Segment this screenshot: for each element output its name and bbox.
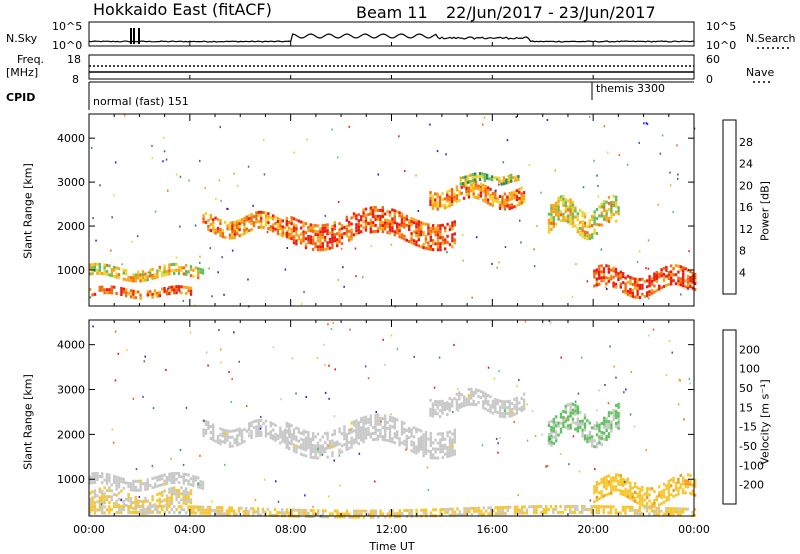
power-echo-region-5 xyxy=(459,172,520,186)
velocity-heatmap xyxy=(88,320,697,519)
xtick-label-4: 16:00 xyxy=(476,523,508,536)
nave-tick-top: 60 xyxy=(706,53,720,66)
power-heatmap xyxy=(88,114,697,308)
velocity-colorbar-frame xyxy=(722,329,737,505)
velocity-colorbar-tick-0: 200 xyxy=(739,343,760,356)
xtick-label-5: 20:00 xyxy=(577,523,609,536)
nave-tick-bottom: 0 xyxy=(706,73,713,86)
power-colorbar-tick-6: 4 xyxy=(739,266,746,279)
power-echo-region-1 xyxy=(89,262,205,283)
power-colorbar-tick-4: 12 xyxy=(739,223,753,236)
velocity-ytick-label-1000: 1000 xyxy=(57,473,85,486)
power-frame xyxy=(88,113,695,307)
power-echo-region-3 xyxy=(285,205,456,252)
power-echo-region-0 xyxy=(89,285,193,300)
velocity-ytick-label-4000: 4000 xyxy=(57,339,85,352)
velocity-colorbar-tick-6: -100 xyxy=(739,459,764,472)
velocity-echo-region-0 xyxy=(89,486,193,516)
power-ytick-label-1000: 1000 xyxy=(57,264,85,277)
freq-unit: [MHz] xyxy=(6,66,39,79)
velocity-colorbar-tick-1: 100 xyxy=(739,363,760,376)
power-echo-region-7 xyxy=(593,264,697,299)
power-colorbar-tick-5: 8 xyxy=(739,245,746,258)
nsearch-label: N.Search xyxy=(746,32,796,45)
x-axis-label: Time UT xyxy=(369,540,415,553)
radar-title: Hokkaido East (fitACF) xyxy=(93,0,272,19)
cpid-label: CPID xyxy=(6,91,36,104)
date-range: 22/Jun/2017 - 23/Jun/2017 xyxy=(446,3,656,22)
power-echo-region-4 xyxy=(429,180,526,211)
velocity-colorbar-tick-4: -15 xyxy=(739,421,757,434)
power-colorbar-tick-1: 24 xyxy=(739,158,753,171)
power-colorbar-tick-2: 20 xyxy=(739,179,753,192)
cpid-mode-themis: themis 3300 xyxy=(596,82,666,95)
xtick-label-3: 12:00 xyxy=(376,523,408,536)
velocity-echo-region-6 xyxy=(593,473,697,509)
velocity-colorbar-tick-5: -50 xyxy=(739,440,757,453)
power-ytick-label-4000: 4000 xyxy=(57,132,85,145)
power-echo-region-6 xyxy=(547,194,620,241)
cpid-mode-normal: normal (fast) 151 xyxy=(93,95,189,108)
velocity-ytick-label-3000: 3000 xyxy=(57,384,85,397)
power-colorbar-frame xyxy=(722,119,737,295)
velocity-echo-region-5 xyxy=(547,402,620,449)
nsearch-tick-top: 10^5 xyxy=(706,20,737,33)
velocity-echo-region-3 xyxy=(285,413,456,460)
velocity-echo-region-1 xyxy=(89,471,205,492)
xtick-label-2: 08:00 xyxy=(275,523,307,536)
velocity-frame xyxy=(88,319,695,517)
freq-tick-top: 18 xyxy=(67,53,81,66)
freq-tick-bottom: 8 xyxy=(72,73,79,86)
power-colorbar-tick-0: 28 xyxy=(739,136,753,149)
velocity-ytick-label-2000: 2000 xyxy=(57,428,85,441)
velocity-echo-region-2 xyxy=(202,418,292,448)
power-ytick-label-3000: 3000 xyxy=(57,176,85,189)
nsky-label: N.Sky xyxy=(6,32,38,45)
nave-label: Nave xyxy=(746,66,775,79)
power-ytick-label-2000: 2000 xyxy=(57,220,85,233)
xtick-label-0: 00:00 xyxy=(73,523,105,536)
freq-label: Freq. xyxy=(17,53,45,66)
velocity-colorbar-tick-3: 15 xyxy=(739,401,753,414)
beam-label: Beam 11 xyxy=(356,3,428,22)
nsky-tick-top: 10^5 xyxy=(52,20,83,33)
xtick-label-6: 00:00 xyxy=(678,523,710,536)
power-colorbar-tick-3: 16 xyxy=(739,201,753,214)
velocity-echo-region-7 xyxy=(89,504,697,519)
velocity-echo-region-4 xyxy=(429,387,526,419)
nsky-trace xyxy=(88,33,694,43)
nsky-tick-bottom: 10^0 xyxy=(52,39,83,52)
xtick-label-1: 04:00 xyxy=(174,523,206,536)
velocity-colorbar-tick-2: 50 xyxy=(739,382,753,395)
nsearch-tick-bottom: 10^0 xyxy=(706,39,737,52)
velocity-colorbar-tick-7: -200 xyxy=(739,479,764,492)
